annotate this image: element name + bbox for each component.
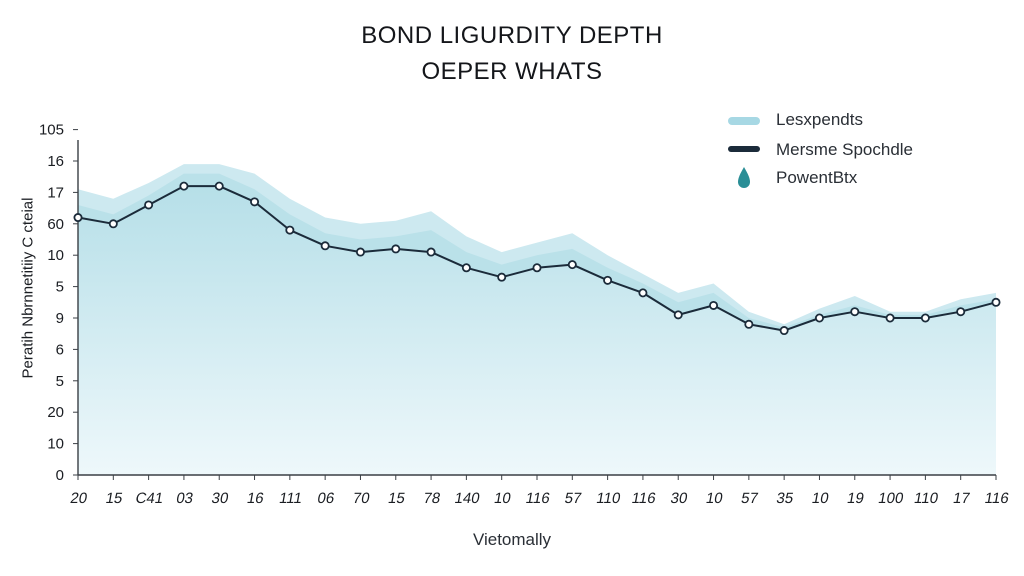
x-tick-label: 15 [104, 490, 124, 507]
y-tick-label: 6 [56, 341, 64, 358]
data-point-marker [250, 197, 260, 207]
data-point-marker [920, 313, 930, 323]
y-tick-label: 5 [56, 373, 64, 390]
x-tick-label: 116 [983, 490, 1010, 507]
x-tick-label: 30 [210, 490, 230, 507]
y-tick-label: 20 [47, 404, 64, 421]
x-tick-label: 57 [563, 490, 583, 507]
data-point-marker [144, 200, 154, 210]
legend-label: PowentBtx [776, 168, 858, 187]
y-tick-label: 5 [56, 279, 64, 296]
x-tick-label: 116 [630, 490, 657, 507]
y-tick-label: 9 [56, 310, 64, 327]
legend-label: Lesxpendts [776, 110, 863, 129]
data-point-marker [461, 263, 471, 273]
legend-label: Mersme Spochdle [776, 140, 914, 159]
data-point-marker [638, 288, 648, 298]
x-tick-label: 15 [387, 490, 407, 507]
data-point-marker [814, 313, 824, 323]
data-point-marker [108, 219, 118, 229]
data-point-marker [779, 326, 789, 336]
chart-title-line-2: OEPER WHATS [421, 58, 603, 85]
x-tick-label: 70 [351, 490, 371, 507]
legend-swatch-line [728, 146, 760, 152]
x-tick-label: 100 [877, 490, 905, 507]
x-tick-label: 06 [316, 490, 336, 507]
legend-swatch-light-band [728, 117, 760, 125]
data-point-marker [673, 310, 683, 320]
data-point-marker [532, 263, 542, 273]
data-point-marker [285, 225, 295, 235]
data-point-marker [991, 297, 1001, 307]
x-tick-label: 03 [175, 490, 195, 507]
x-tick-label: 110 [595, 490, 622, 507]
y-tick-label: 17 [47, 184, 64, 201]
x-tick-label: 78 [422, 490, 442, 507]
data-point-marker [73, 213, 83, 223]
data-point-marker [603, 275, 613, 285]
data-point-marker [885, 313, 895, 323]
x-tick-label: 35 [775, 490, 795, 507]
x-tick-label: 30 [669, 490, 689, 507]
x-tick-label: 110 [913, 490, 940, 507]
data-point-marker [391, 244, 401, 254]
data-point-marker [567, 260, 577, 270]
data-point-marker [956, 307, 966, 317]
x-tick-label: 17 [952, 490, 972, 507]
x-tick-label: 111 [278, 490, 304, 507]
data-point-marker [214, 181, 224, 191]
y-tick-label: 0 [56, 467, 64, 484]
data-point-marker [355, 247, 365, 257]
series-area-fill [78, 186, 996, 475]
drop-marker-icon [738, 167, 750, 188]
x-tick-label: 16 [245, 490, 265, 507]
data-point-marker [497, 272, 507, 282]
x-tick-label: C41 [134, 490, 164, 507]
x-tick-label: 10 [704, 490, 724, 507]
x-tick-label: 10 [810, 490, 830, 507]
x-tick-label: 20 [69, 490, 89, 507]
x-tick-label: 140 [453, 490, 481, 507]
y-tick-label: 10 [47, 247, 64, 264]
data-point-marker [709, 300, 719, 310]
y-tick-label: 10 [47, 436, 64, 453]
x-tick-label: 19 [846, 490, 866, 507]
x-tick-label: 10 [493, 490, 513, 507]
y-tick-label: 16 [47, 153, 64, 170]
x-tick-label: 116 [524, 490, 551, 507]
data-point-marker [320, 241, 330, 251]
y-axis-label: Peratih Nbrnnetitiiy C cteial [19, 197, 37, 379]
data-point-marker [850, 307, 860, 317]
y-tick-label: 105 [39, 122, 64, 139]
chart-title-line-1: BOND LIGURDITY DEPTH [361, 22, 663, 49]
x-tick-label: 57 [740, 490, 760, 507]
data-point-marker [744, 319, 754, 329]
data-point-marker [179, 181, 189, 191]
data-point-marker [426, 247, 436, 257]
x-axis-label: Vietomally [472, 530, 552, 549]
y-tick-label: 60 [47, 216, 64, 233]
